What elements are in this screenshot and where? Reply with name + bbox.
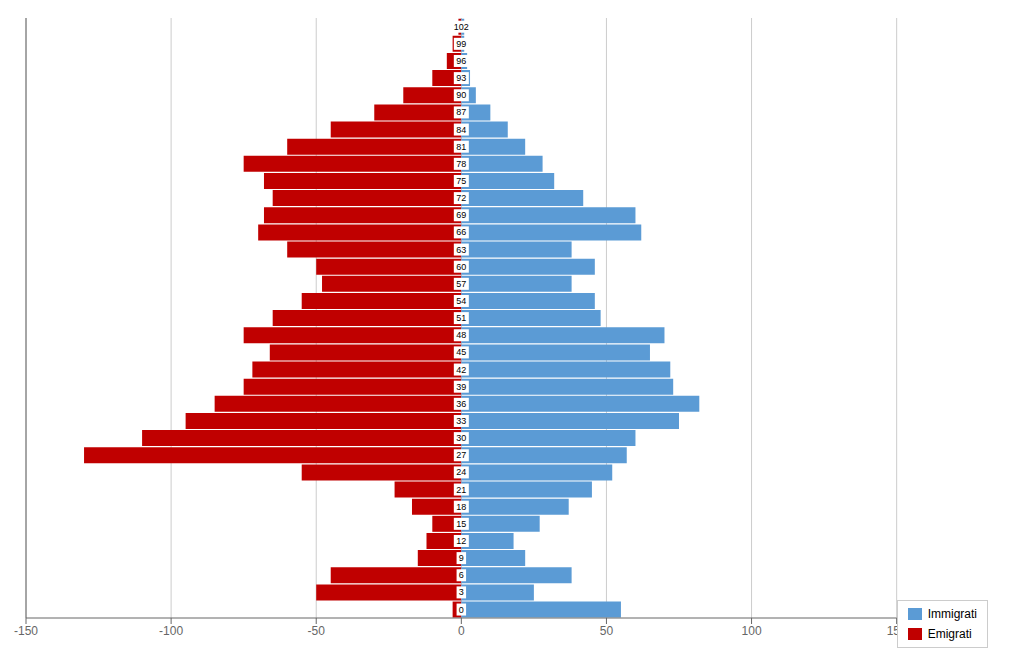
svg-text:12: 12 [456, 536, 466, 546]
svg-text:30: 30 [456, 433, 466, 443]
svg-text:24: 24 [456, 467, 466, 477]
svg-text:18: 18 [456, 502, 466, 512]
svg-text:57: 57 [456, 279, 466, 289]
svg-text:-50: -50 [308, 624, 326, 638]
svg-text:27: 27 [456, 450, 466, 460]
svg-text:48: 48 [456, 330, 466, 340]
svg-text:50: 50 [600, 624, 614, 638]
svg-text:81: 81 [456, 142, 466, 152]
svg-text:21: 21 [456, 485, 466, 495]
svg-text:84: 84 [456, 125, 466, 135]
svg-text:66: 66 [456, 227, 466, 237]
svg-text:100: 100 [742, 624, 762, 638]
svg-text:75: 75 [456, 176, 466, 186]
svg-text:3: 3 [459, 587, 464, 597]
svg-text:-150: -150 [14, 624, 38, 638]
svg-text:33: 33 [456, 416, 466, 426]
svg-text:63: 63 [456, 245, 466, 255]
svg-text:15: 15 [456, 519, 466, 529]
svg-text:42: 42 [456, 365, 466, 375]
svg-text:45: 45 [456, 347, 466, 357]
svg-text:60: 60 [456, 262, 466, 272]
svg-text:69: 69 [456, 210, 466, 220]
svg-text:93: 93 [456, 73, 466, 83]
svg-text:99: 99 [456, 39, 466, 49]
svg-text:39: 39 [456, 382, 466, 392]
html-text:Emigrati: Emigrati [927, 627, 972, 641]
svg-text:87: 87 [456, 107, 466, 117]
svg-text:102: 102 [454, 22, 469, 32]
svg-text:51: 51 [456, 313, 466, 323]
svg-text:78: 78 [456, 159, 466, 169]
svg-text:9: 9 [459, 553, 464, 563]
svg-text:0: 0 [458, 624, 465, 638]
svg-text:96: 96 [456, 56, 466, 66]
svg-text:36: 36 [456, 399, 466, 409]
svg-text:0: 0 [459, 605, 464, 615]
svg-text:72: 72 [456, 193, 466, 203]
svg-text:6: 6 [459, 570, 464, 580]
svg-text:54: 54 [456, 296, 466, 306]
svg-text:-100: -100 [159, 624, 183, 638]
html-text:Immigrati: Immigrati [927, 607, 977, 621]
svg-text:90: 90 [456, 90, 466, 100]
svg-text:150: 150 [887, 624, 907, 638]
